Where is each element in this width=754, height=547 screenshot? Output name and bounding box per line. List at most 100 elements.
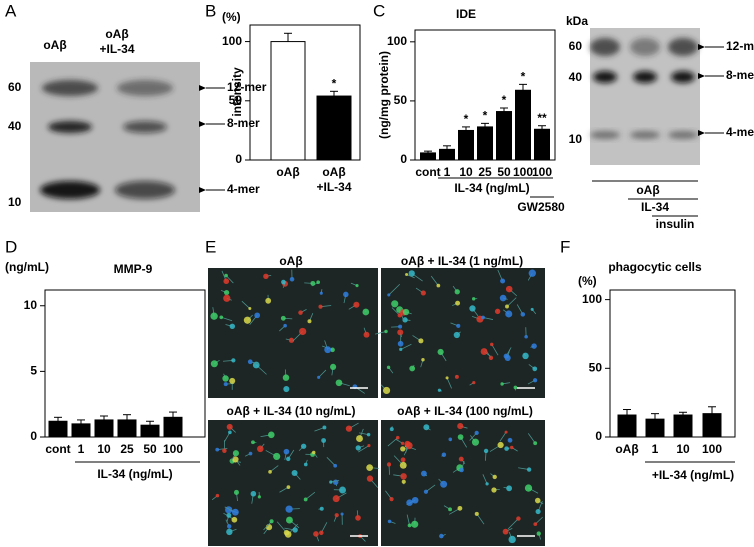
bar — [617, 414, 637, 438]
cell-process — [507, 518, 519, 530]
band-label: 12-mer — [227, 80, 267, 94]
cell — [316, 280, 321, 285]
band — [671, 71, 695, 83]
x-tick-label: 10 — [459, 165, 473, 179]
cell — [505, 310, 513, 318]
cell — [528, 269, 536, 277]
cell — [492, 474, 497, 480]
cell — [500, 382, 504, 386]
cell — [303, 462, 308, 467]
y-unit: (ng/mL) — [5, 260, 49, 274]
cell — [386, 365, 391, 370]
cell — [223, 289, 230, 296]
y-unit: (%) — [222, 10, 241, 24]
cell — [283, 386, 290, 393]
band — [668, 131, 698, 139]
cell — [499, 294, 507, 302]
cell — [436, 283, 441, 288]
cell-process — [326, 457, 336, 466]
cell — [229, 377, 236, 384]
cell-process — [375, 331, 387, 335]
y-tick-label: 100 — [222, 34, 242, 48]
cell — [516, 516, 521, 521]
cell — [232, 450, 240, 457]
cell — [400, 446, 406, 452]
cell — [283, 448, 290, 455]
panel-label: B — [205, 1, 216, 20]
cell — [285, 505, 293, 513]
cell — [343, 291, 349, 298]
cell — [524, 334, 528, 339]
panel-label: C — [373, 1, 385, 20]
cell — [324, 346, 332, 354]
cell — [402, 317, 408, 323]
cell-process — [491, 344, 499, 356]
cell — [489, 342, 494, 347]
bar — [163, 416, 183, 438]
cell-process — [527, 433, 536, 444]
cell — [355, 284, 359, 288]
significance: * — [332, 76, 337, 90]
panel-label: D — [5, 237, 17, 256]
cell — [437, 348, 444, 356]
cell — [389, 427, 394, 432]
cell — [226, 512, 232, 518]
cell — [395, 435, 400, 440]
bar — [534, 128, 550, 161]
x-tick-label: oAβ — [276, 165, 299, 179]
cell — [508, 535, 516, 544]
cell-process — [388, 283, 401, 296]
cell — [505, 304, 509, 309]
axis-box — [609, 289, 736, 438]
x-tick-label: 50 — [143, 442, 157, 456]
x-tick-label: 10 — [676, 442, 690, 456]
cell — [488, 355, 494, 361]
y-tick-label: 0 — [595, 429, 602, 443]
cell — [526, 467, 532, 472]
cell — [494, 308, 501, 315]
x-tick-label: oAβ — [615, 442, 638, 456]
group-label: IL-34 (ng/mL) — [454, 181, 529, 195]
treatment-label: oAβ — [636, 183, 659, 197]
cell — [366, 475, 374, 482]
cell — [471, 297, 476, 301]
cell — [273, 452, 281, 460]
significance: * — [502, 93, 507, 107]
cell — [453, 331, 460, 339]
cell — [384, 329, 388, 334]
cell — [399, 461, 407, 469]
bar — [48, 420, 68, 438]
cell — [223, 278, 230, 285]
cell — [367, 444, 371, 448]
cell — [454, 374, 459, 379]
x-tick-label: 1 — [652, 442, 659, 456]
cell — [454, 289, 460, 295]
cell — [269, 519, 274, 524]
band — [630, 38, 660, 56]
cell — [247, 359, 253, 365]
panel-label: E — [205, 237, 216, 256]
bar — [645, 418, 665, 438]
x-tick-label: 100 — [163, 442, 183, 456]
cell — [513, 385, 518, 390]
band — [593, 71, 617, 83]
cell — [268, 470, 272, 474]
cell — [265, 523, 273, 531]
cell-process — [318, 369, 327, 378]
cell — [289, 276, 295, 282]
cell — [292, 527, 298, 533]
cell — [300, 443, 307, 449]
cell — [440, 480, 448, 488]
panel-label: F — [560, 237, 570, 256]
y-tick-label: 0 — [400, 152, 407, 166]
band — [48, 121, 92, 133]
cell — [219, 315, 224, 320]
marker-label: 40 — [569, 70, 583, 84]
cell — [283, 323, 287, 328]
cell — [265, 297, 272, 304]
cell — [399, 347, 403, 352]
band — [40, 181, 100, 199]
cell — [530, 307, 534, 311]
cell — [251, 440, 255, 445]
marker-label: 10 — [8, 195, 22, 209]
